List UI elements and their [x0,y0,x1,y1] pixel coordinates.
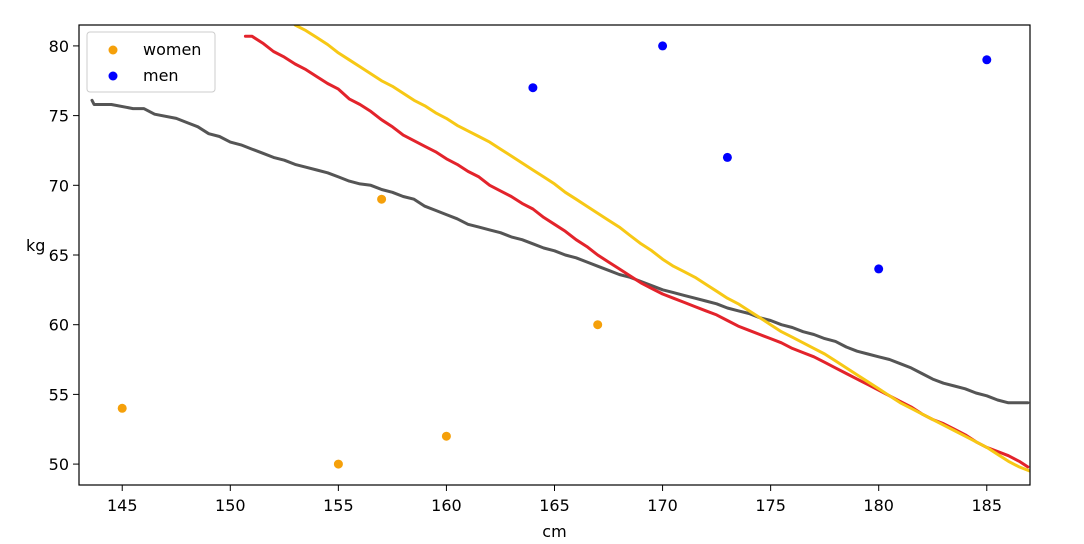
y-tick-label: 80 [49,37,69,56]
yellow-line [293,25,1030,473]
women-point-1 [117,403,127,413]
lines-layer [90,25,1030,473]
y-axis: 50 55 60 65 70 75 80 [49,37,79,474]
legend: women men [86,31,216,93]
women-point-2 [333,459,343,469]
x-tick-label: 155 [323,496,354,515]
legend-box [86,31,216,93]
women-point-5 [593,320,603,330]
legend-marker-men [108,71,118,81]
legend-marker-women [108,45,118,55]
y-tick-label: 75 [49,107,69,126]
x-tick-label: 170 [647,496,678,515]
x-axis-label: cm [542,522,566,541]
dark-gray-line [90,98,1030,405]
x-tick-label: 180 [863,496,894,515]
x-tick-label: 175 [755,496,786,515]
men-point-1 [528,83,538,93]
x-tick-label: 160 [431,496,462,515]
y-tick-label: 65 [49,246,69,265]
legend-label-women: women [143,40,201,59]
men-point-5 [982,55,992,65]
y-tick-label: 70 [49,176,69,195]
legend-label-men: men [143,66,179,85]
women-point-4 [441,431,451,441]
x-axis: 145 150 155 160 165 170 175 180 185 [107,485,1002,515]
men-point-4 [874,264,884,274]
x-tick-label: 145 [107,496,138,515]
x-tick-label: 185 [971,496,1002,515]
y-axis-label: kg [26,236,45,255]
y-tick-label: 60 [49,316,69,335]
x-tick-label: 150 [215,496,246,515]
points-layer [117,41,992,469]
x-tick-label: 165 [539,496,570,515]
women-point-3 [377,194,387,204]
men-point-3 [722,152,732,162]
y-tick-label: 50 [49,455,69,474]
y-tick-label: 55 [49,385,69,404]
men-point-2 [658,41,668,51]
